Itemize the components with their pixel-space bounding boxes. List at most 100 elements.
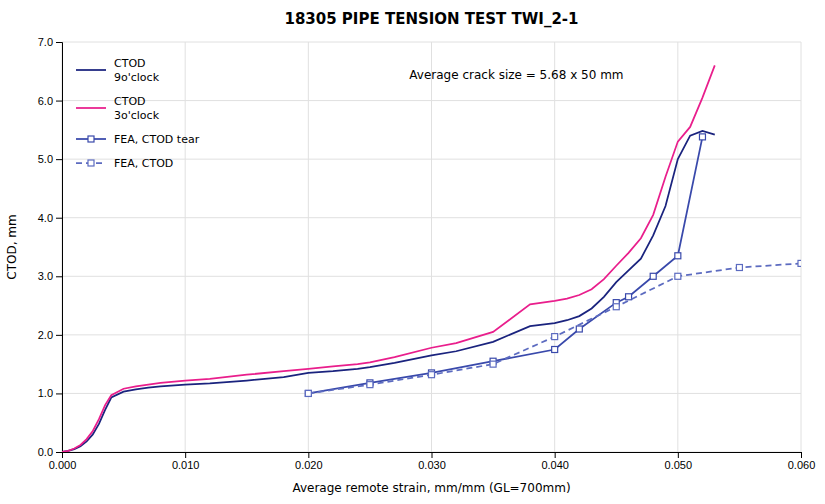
tick-label: 5.0 bbox=[38, 153, 53, 165]
grid-line-x bbox=[431, 42, 432, 452]
grid-line-y bbox=[62, 42, 801, 43]
tick-label: 0.010 bbox=[172, 459, 200, 471]
chart: 0.000 0.010 0.020 0.030 0.040 0.050 0.060 0.0 1.… bbox=[0, 0, 825, 504]
legend-label: CTOD9o'clock bbox=[114, 57, 160, 84]
tick-label: 6.0 bbox=[38, 95, 53, 107]
tick-label: 2.0 bbox=[38, 329, 53, 341]
axis-line bbox=[56, 43, 63, 453]
legend-label: FEA, CTOD bbox=[114, 157, 173, 170]
tick: 5.0 bbox=[38, 153, 62, 165]
tick-mark bbox=[678, 452, 679, 458]
tick: 0.030 bbox=[418, 452, 446, 471]
series-marker bbox=[675, 253, 681, 259]
legend-label-line: 3o'clock bbox=[114, 109, 160, 122]
tick-label: 0.050 bbox=[665, 459, 693, 471]
series-marker bbox=[490, 361, 496, 367]
series-marker bbox=[613, 304, 619, 310]
grid-line-y bbox=[62, 276, 801, 277]
legend-label-line: FEA, CTOD bbox=[114, 157, 173, 170]
tick: 7.0 bbox=[38, 36, 62, 48]
y-axis-title: CTOD, mm bbox=[5, 214, 19, 279]
tick-mark bbox=[56, 42, 62, 43]
tick-label: 0.060 bbox=[788, 459, 816, 471]
series-marker bbox=[626, 294, 632, 300]
tick: 2.0 bbox=[38, 329, 62, 341]
grid-line-y bbox=[62, 100, 801, 101]
tick: 0.0 bbox=[38, 446, 62, 458]
grid-line-y bbox=[62, 217, 801, 218]
grid-line-x bbox=[677, 42, 678, 452]
tick-label: 0.040 bbox=[541, 459, 569, 471]
grid-line-y bbox=[62, 334, 801, 335]
legend-swatch-marker bbox=[88, 160, 94, 166]
series-marker bbox=[552, 347, 558, 353]
tick-mark bbox=[56, 159, 62, 160]
legend-item: CTOD3o'clock bbox=[76, 95, 160, 122]
legend-item: FEA, CTOD bbox=[76, 157, 173, 170]
tick-mark bbox=[432, 452, 433, 458]
series-marker bbox=[305, 390, 311, 396]
legend-label: FEA, CTOD tear bbox=[114, 133, 200, 146]
axis-line bbox=[63, 453, 802, 459]
title: 18305 PIPE TENSION TEST TWI_2-1 bbox=[284, 10, 578, 28]
tick-mark bbox=[56, 452, 62, 453]
plot: 0.000 0.010 0.020 0.030 0.040 0.050 0.060 0.0 1.… bbox=[38, 36, 816, 471]
series-marker bbox=[305, 390, 311, 396]
legend: CTOD9o'clockCTOD3o'clockFEA, CTOD tearFE… bbox=[76, 57, 200, 170]
tick-mark bbox=[308, 452, 309, 458]
tick-mark bbox=[801, 452, 802, 458]
tick: 0.020 bbox=[295, 452, 323, 471]
legend-label: CTOD3o'clock bbox=[114, 95, 160, 122]
grid-line-x bbox=[185, 42, 186, 452]
series-line bbox=[62, 131, 715, 452]
tick-mark bbox=[56, 276, 62, 277]
tick: 4.0 bbox=[38, 212, 62, 224]
series-marker bbox=[736, 265, 742, 271]
legend-label-line: FEA, CTOD tear bbox=[114, 133, 200, 146]
x-axis-title: Average remote strain, mm/mm (GL=700mm) bbox=[292, 481, 570, 495]
series-marker bbox=[650, 273, 656, 279]
tick-mark bbox=[555, 452, 556, 458]
series-marker bbox=[429, 372, 435, 378]
grid-line-y bbox=[62, 393, 801, 394]
series-marker bbox=[552, 334, 558, 340]
series-line bbox=[308, 137, 702, 394]
series-line bbox=[308, 263, 801, 393]
series-line bbox=[62, 65, 715, 452]
grid-line-x bbox=[554, 42, 555, 452]
tick: 3.0 bbox=[38, 270, 62, 282]
grid-line-x bbox=[801, 42, 802, 452]
legend-label-line: CTOD bbox=[114, 95, 146, 108]
series-group bbox=[62, 65, 801, 452]
tick: 0.010 bbox=[172, 452, 200, 471]
legend-item: CTOD9o'clock bbox=[76, 57, 160, 84]
tick-label: 7.0 bbox=[38, 36, 53, 48]
tick: 0.060 bbox=[788, 452, 816, 471]
legend-label-line: 9o'clock bbox=[114, 71, 160, 84]
series-marker bbox=[699, 134, 705, 140]
annotation: Average crack size = 5.68 x 50 mm bbox=[409, 68, 623, 82]
legend-swatch bbox=[76, 69, 106, 71]
tick-label: 0.000 bbox=[49, 459, 77, 471]
tick: 6.0 bbox=[38, 95, 62, 107]
tick-label: 0.0 bbox=[38, 446, 53, 458]
legend-label-line: CTOD bbox=[114, 57, 146, 70]
y-axis: 0.0 1.0 2.0 3.0 4.0 5.0 6.0 7.0 bbox=[38, 36, 63, 458]
legend-swatch-marker bbox=[88, 136, 94, 142]
tick: 0.050 bbox=[665, 452, 693, 471]
tick-mark bbox=[185, 452, 186, 458]
legend-item: FEA, CTOD tear bbox=[76, 133, 200, 146]
series-marker bbox=[675, 273, 681, 279]
grid bbox=[62, 42, 801, 452]
tick-label: 3.0 bbox=[38, 270, 53, 282]
tick-mark bbox=[56, 218, 62, 219]
series-marker bbox=[798, 260, 801, 266]
legend-swatch bbox=[76, 107, 106, 109]
series-marker bbox=[367, 382, 373, 388]
tick-mark bbox=[56, 393, 62, 394]
tick: 1.0 bbox=[38, 387, 62, 399]
tick-label: 0.030 bbox=[418, 459, 446, 471]
tick-mark bbox=[56, 335, 62, 336]
tick-label: 0.020 bbox=[295, 459, 323, 471]
tick: 0.040 bbox=[541, 452, 569, 471]
